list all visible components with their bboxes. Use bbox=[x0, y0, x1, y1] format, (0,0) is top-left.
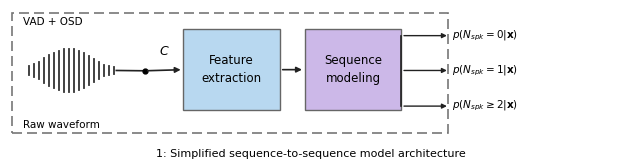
Text: Feature
extraction: Feature extraction bbox=[202, 54, 262, 85]
Text: Raw waveform: Raw waveform bbox=[23, 120, 100, 130]
FancyBboxPatch shape bbox=[12, 13, 448, 133]
Text: VAD + OSD: VAD + OSD bbox=[23, 17, 83, 27]
Text: $p(N_{spk}\geq 2|\mathbf{x})$: $p(N_{spk}\geq 2|\mathbf{x})$ bbox=[452, 99, 518, 113]
FancyBboxPatch shape bbox=[305, 29, 401, 110]
Text: 1: Simplified sequence-to-sequence model architecture: 1: Simplified sequence-to-sequence model… bbox=[156, 149, 466, 159]
Text: $p(N_{spk}=1|\mathbf{x})$: $p(N_{spk}=1|\mathbf{x})$ bbox=[452, 63, 518, 78]
Text: Sequence
modeling: Sequence modeling bbox=[324, 54, 382, 85]
FancyBboxPatch shape bbox=[183, 29, 280, 110]
Text: $C$: $C$ bbox=[159, 45, 170, 58]
Text: $p(N_{spk}=0|\mathbf{x})$: $p(N_{spk}=0|\mathbf{x})$ bbox=[452, 29, 518, 43]
